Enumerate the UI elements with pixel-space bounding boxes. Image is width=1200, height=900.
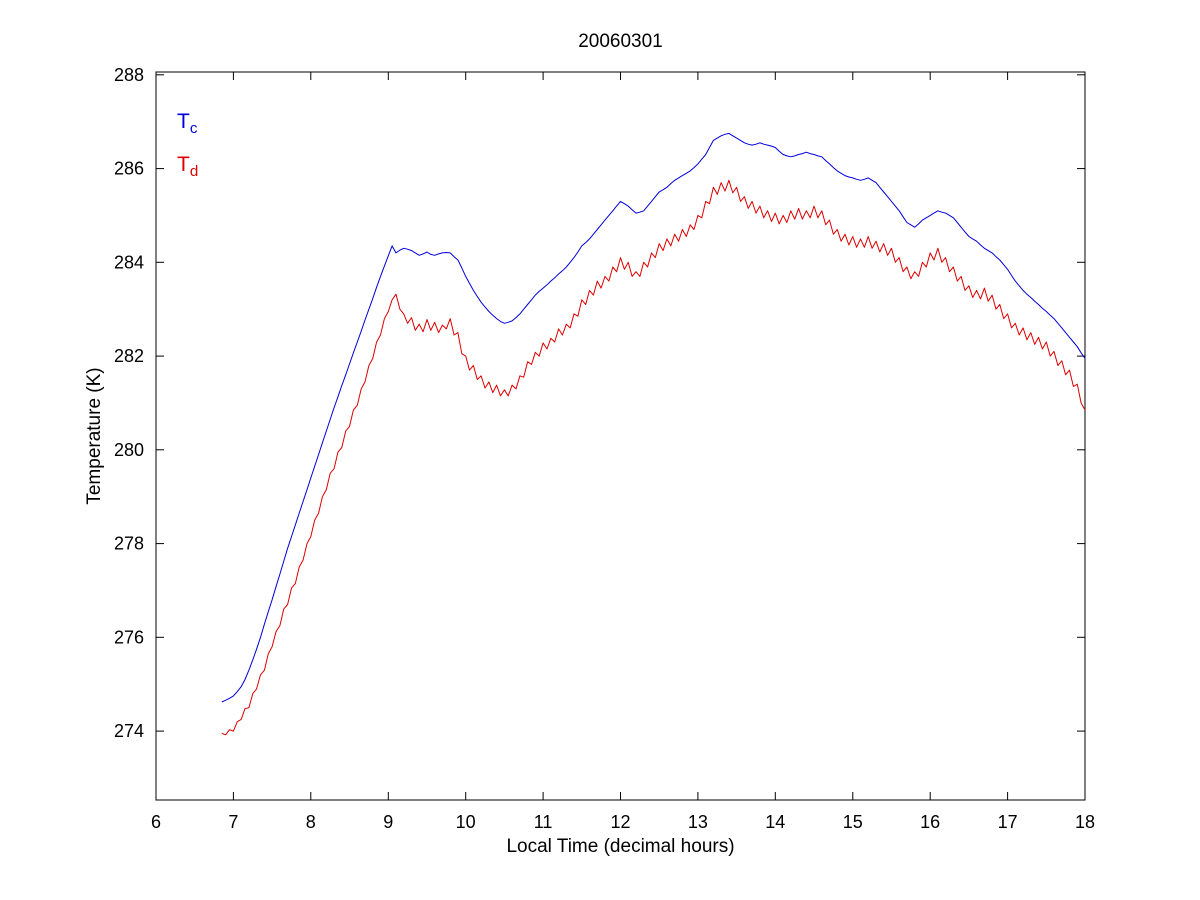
x-tick-label: 13: [688, 812, 708, 832]
x-tick-label: 12: [610, 812, 630, 832]
plot-title: 20060301: [578, 31, 663, 52]
x-tick-label: 16: [920, 812, 940, 832]
x-tick-label: 10: [456, 812, 476, 832]
x-tick-label: 14: [765, 812, 785, 832]
x-tick-label: 15: [843, 812, 863, 832]
x-tick-label: 11: [534, 812, 553, 832]
x-axis-label: Local Time (decimal hours): [506, 836, 735, 857]
y-tick-label: 284: [114, 252, 144, 272]
legend-entry-tc: Tc: [177, 110, 197, 137]
y-tick-label: 288: [114, 65, 144, 85]
legend-td-main: T: [177, 153, 190, 176]
legend-tc-sub: c: [189, 120, 198, 138]
legend-entry-td: Td: [177, 153, 198, 180]
y-tick-label: 282: [114, 346, 144, 366]
td-series-line: [221, 179, 1086, 736]
y-tick-label: 286: [114, 159, 144, 179]
legend-td-sub: d: [189, 163, 199, 181]
x-tick-label: 7: [228, 812, 238, 832]
x-tick-label: 8: [306, 812, 316, 832]
legend-tc-main: T: [177, 110, 190, 133]
x-tick-label: 9: [383, 812, 393, 832]
y-tick-label: 278: [114, 534, 144, 554]
x-tick-label: 18: [1075, 812, 1095, 832]
tc-series-line: [221, 132, 1086, 703]
y-axis-label: Temperature (K): [84, 367, 105, 505]
x-tick-label: 6: [151, 812, 161, 832]
y-tick-label: 274: [114, 721, 144, 741]
axes-box: [155, 71, 1086, 801]
y-tick-label: 280: [114, 440, 144, 460]
y-tick-label: 276: [114, 627, 144, 647]
x-tick-label: 17: [998, 812, 1018, 832]
